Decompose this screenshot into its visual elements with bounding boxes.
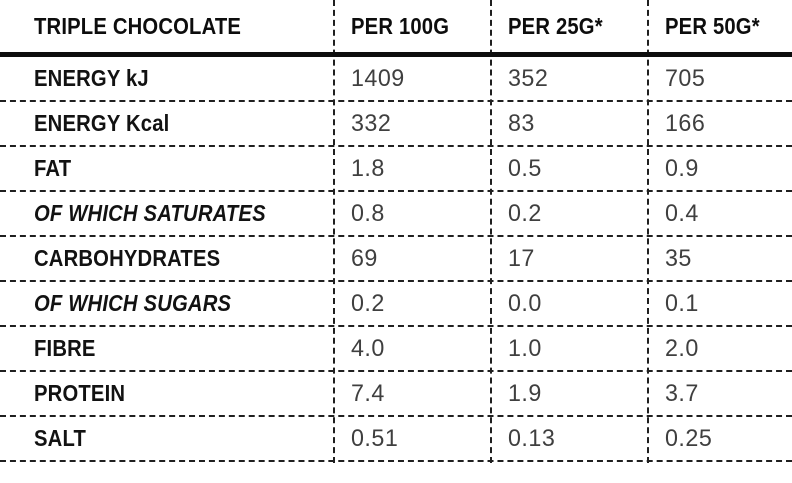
value-cell: 1.9	[508, 379, 542, 407]
row-label-cell: ENERGY Kcal	[0, 110, 333, 137]
table-title-cell: TRIPLE CHOCOLATE	[0, 13, 333, 40]
row-label: PROTEIN	[34, 380, 126, 406]
column-header-per-100g: PER 100G	[351, 12, 450, 39]
row-label: OF WHICH SUGARS	[34, 290, 232, 316]
value-cell: 1409	[351, 64, 405, 92]
row-label: ENERGY kJ	[34, 65, 149, 91]
value-cell: 332	[351, 109, 392, 137]
value-cell: 1.0	[508, 334, 542, 362]
value-cell: 0.5	[508, 154, 542, 182]
row-label: FIBRE	[34, 335, 96, 361]
row-label-cell: FIBRE	[0, 335, 333, 362]
value-cell: 1.8	[351, 154, 385, 182]
value-cell: 0.8	[351, 199, 385, 227]
value-cell: 4.0	[351, 334, 385, 362]
value-cell: 0.13	[508, 424, 556, 452]
row-label: OF WHICH SATURATES	[34, 200, 266, 226]
row-label-cell: SALT	[0, 425, 333, 452]
value-cell: 0.4	[665, 199, 699, 227]
value-cell: 0.51	[351, 424, 399, 452]
value-cell: 352	[508, 64, 549, 92]
column-divider	[333, 0, 335, 463]
value-cell: 2.0	[665, 334, 699, 362]
value-cell: 0.25	[665, 424, 713, 452]
table-row-of-which-saturates: OF WHICH SATURATES 0.8 0.2 0.4	[0, 192, 792, 237]
value-cell: 166	[665, 109, 706, 137]
row-label: CARBOHYDRATES	[34, 245, 221, 271]
row-label: ENERGY Kcal	[34, 110, 170, 136]
value-cell: 0.9	[665, 154, 699, 182]
value-cell: 0.2	[351, 289, 385, 317]
column-divider	[490, 0, 492, 463]
row-label-cell: PROTEIN	[0, 380, 333, 407]
table-title: TRIPLE CHOCOLATE	[34, 12, 242, 39]
row-label-cell: CARBOHYDRATES	[0, 245, 333, 272]
table-row-energy-kcal: ENERGY Kcal 332 83 166	[0, 102, 792, 147]
table-header-row: TRIPLE CHOCOLATE PER 100G PER 25G* PER 5…	[0, 0, 792, 57]
table-row-carbohydrates: CARBOHYDRATES 69 17 35	[0, 237, 792, 282]
row-label-cell: FAT	[0, 155, 333, 182]
table-row-fat: FAT 1.8 0.5 0.9	[0, 147, 792, 192]
row-label: SALT	[34, 425, 87, 451]
column-header-per-50g: PER 50G*	[665, 12, 760, 39]
value-cell: 0.1	[665, 289, 699, 317]
value-cell: 0.2	[508, 199, 542, 227]
value-cell: 83	[508, 109, 535, 137]
column-divider	[647, 0, 649, 463]
value-cell: 705	[665, 64, 706, 92]
table-row-protein: PROTEIN 7.4 1.9 3.7	[0, 372, 792, 417]
table-row-of-which-sugars: OF WHICH SUGARS 0.2 0.0 0.1	[0, 282, 792, 327]
nutrition-table: TRIPLE CHOCOLATE PER 100G PER 25G* PER 5…	[0, 0, 792, 462]
column-header-per-25g: PER 25G*	[508, 12, 603, 39]
table-row-fibre: FIBRE 4.0 1.0 2.0	[0, 327, 792, 372]
row-label-cell: ENERGY kJ	[0, 65, 333, 92]
row-label: FAT	[34, 155, 72, 181]
value-cell: 3.7	[665, 379, 699, 407]
value-cell: 35	[665, 244, 692, 272]
table-row-salt: SALT 0.51 0.13 0.25	[0, 417, 792, 462]
value-cell: 69	[351, 244, 378, 272]
value-cell: 17	[508, 244, 535, 272]
row-label-cell: OF WHICH SATURATES	[0, 200, 333, 227]
row-label-cell: OF WHICH SUGARS	[0, 290, 333, 317]
value-cell: 0.0	[508, 289, 542, 317]
value-cell: 7.4	[351, 379, 385, 407]
table-row-energy-kj: ENERGY kJ 1409 352 705	[0, 57, 792, 102]
